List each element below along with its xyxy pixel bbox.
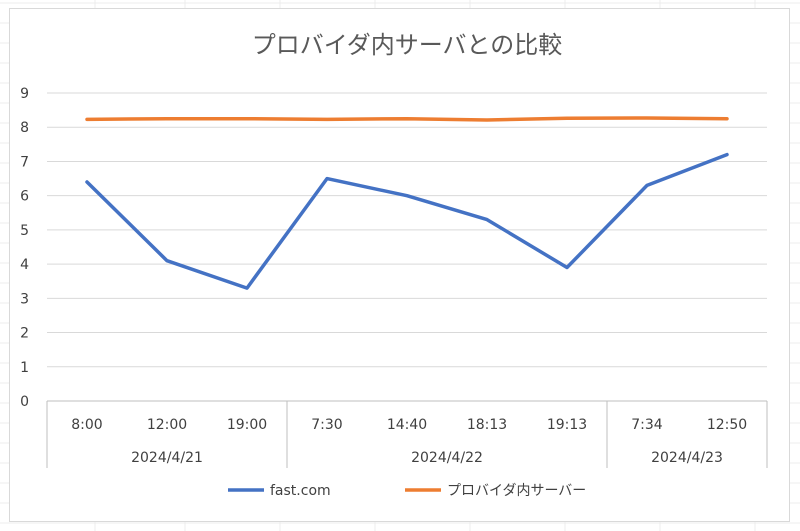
legend[interactable]: fast.com プロバイダ内サーバー: [228, 483, 586, 499]
chart-title[interactable]: プロバイダ内サーバとの比較: [252, 31, 563, 59]
y-tick-label: 9: [20, 86, 29, 102]
y-tick-label: 5: [20, 223, 29, 239]
data-point[interactable]: [245, 117, 249, 121]
data-point[interactable]: [485, 218, 489, 222]
x-tick-label: 14:40: [387, 417, 427, 433]
legend-label: プロバイダ内サーバー: [447, 483, 586, 499]
y-tick-label: 3: [20, 291, 29, 307]
x-tick-label: 19:00: [227, 417, 267, 433]
x-group-label: 2024/4/23: [651, 450, 723, 466]
y-tick-label: 7: [20, 154, 29, 170]
gridlines: [47, 92, 767, 402]
x-tick-label: 12:00: [147, 417, 187, 433]
x-tick-label: 7:30: [311, 417, 342, 433]
data-point[interactable]: [645, 183, 649, 187]
data-point[interactable]: [565, 116, 569, 120]
y-tick-label: 0: [20, 394, 29, 410]
data-point[interactable]: [725, 117, 729, 121]
x-group-label: 2024/4/22: [411, 450, 483, 466]
series-line-2[interactable]: [85, 116, 729, 122]
y-axis-tick-labels: 0 1 2 3 4 5 6 7 8 9: [20, 86, 29, 410]
data-point[interactable]: [325, 177, 329, 181]
y-tick-label: 6: [20, 189, 29, 205]
data-point[interactable]: [85, 180, 89, 184]
line-chart: プロバイダ内サーバとの比較 0 1 2 3 4 5 6 7 8 9 8:00 12:00 19:00 7…: [20, 31, 768, 499]
legend-item[interactable]: プロバイダ内サーバー: [405, 483, 586, 499]
chart-area[interactable]: プロバイダ内サーバとの比較 0 1 2 3 4 5 6 7 8 9 8:00 12:00 19:00 7…: [9, 8, 790, 522]
x-tick-label: 19:13: [547, 417, 587, 433]
data-point[interactable]: [405, 117, 409, 121]
data-point[interactable]: [325, 117, 329, 121]
x-tick-label: 7:34: [631, 417, 663, 433]
y-tick-label: 4: [20, 257, 29, 273]
x-axis: 8:00 12:00 19:00 7:30 14:40 18:13 19:13 7:34 12:…: [46, 401, 768, 468]
data-point[interactable]: [405, 194, 409, 198]
x-tick-label: 18:13: [467, 417, 507, 433]
series-lines: [85, 116, 729, 290]
data-point[interactable]: [165, 259, 169, 263]
data-point[interactable]: [165, 117, 169, 121]
series-line-1[interactable]: [85, 152, 729, 290]
y-tick-label: 1: [20, 360, 29, 376]
y-tick-label: 2: [20, 326, 29, 342]
data-point[interactable]: [725, 153, 729, 157]
data-point[interactable]: [485, 118, 489, 122]
legend-label: fast.com: [270, 483, 331, 499]
y-tick-label: 8: [20, 120, 29, 136]
x-tick-label: 12:50: [707, 417, 747, 433]
data-point[interactable]: [645, 116, 649, 120]
data-point[interactable]: [85, 117, 89, 121]
x-group-label: 2024/4/21: [131, 450, 203, 466]
x-tick-label: 8:00: [71, 417, 102, 433]
data-point[interactable]: [565, 266, 569, 270]
data-point[interactable]: [245, 286, 249, 290]
legend-item[interactable]: fast.com: [228, 483, 331, 499]
